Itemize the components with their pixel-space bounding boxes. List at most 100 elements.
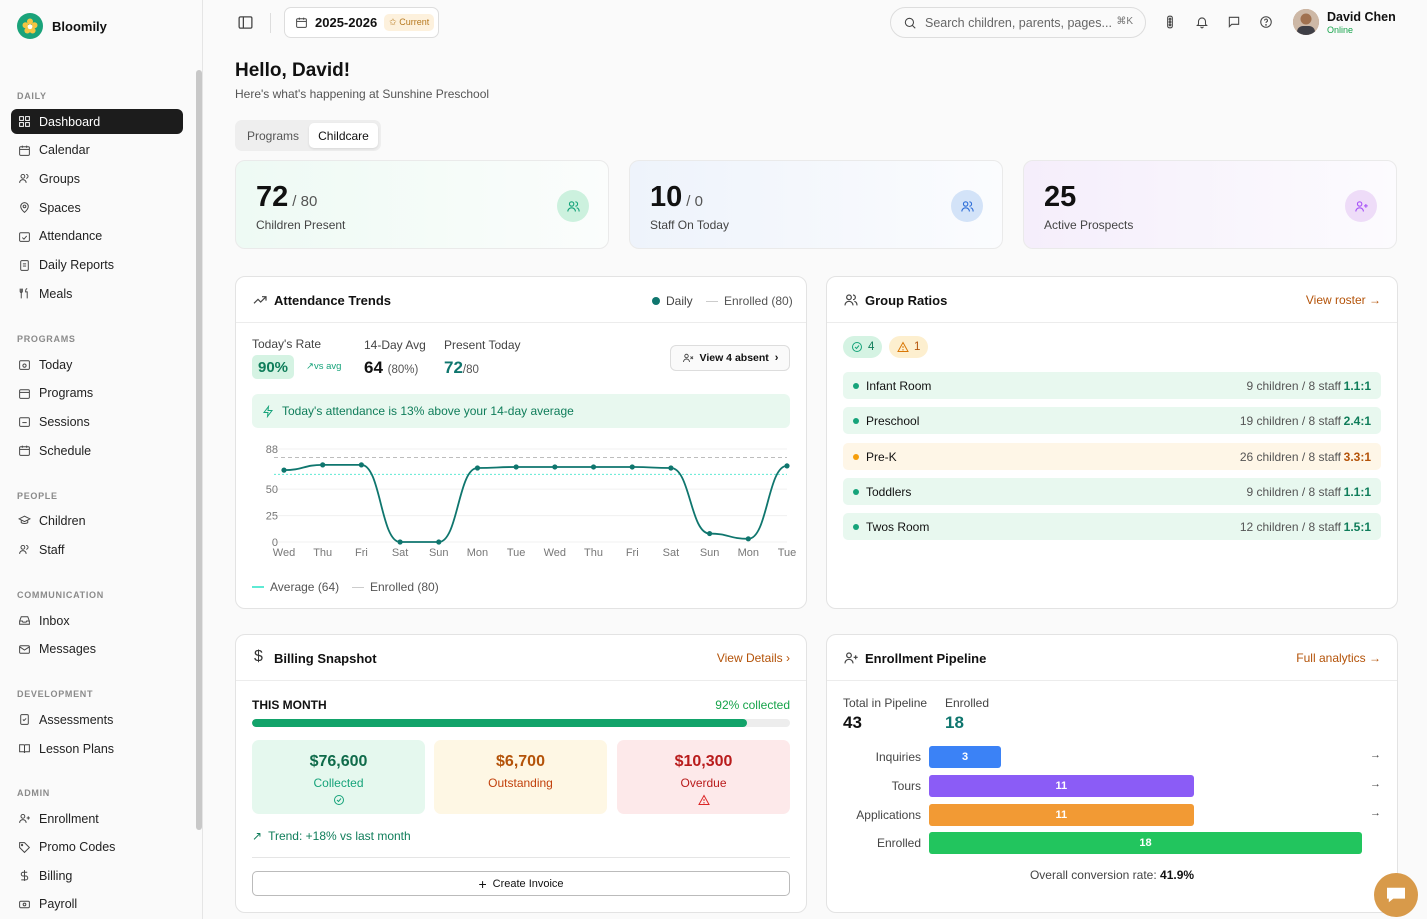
billing-snapshot-card: $ Billing Snapshot View Details › THIS M… [235,634,807,913]
data-point [707,530,713,537]
tab-childcare[interactable]: Childcare [309,123,378,148]
school-year-selector[interactable]: 2025-2026 ✩ Current [284,7,439,38]
staff-on-today-card[interactable]: 10/ 0 Staff On Today [629,160,1003,249]
tab-programs[interactable]: Programs [246,128,299,143]
full-analytics-link[interactable]: Full analytics → [1296,651,1381,665]
sidebar-item-programs[interactable]: Programs [11,381,183,406]
sidebar-item-meals[interactable]: Meals [11,281,183,306]
stage-bar[interactable]: 18 [929,832,1362,854]
sidebar-item-today[interactable]: Today [11,352,183,377]
status-dot [853,453,859,460]
group-row[interactable]: Infant Room 9 children / 8 staff 1.1:1 [843,372,1381,399]
data-point [629,464,635,470]
help-icon[interactable] [1259,15,1273,29]
group-row[interactable]: Toddlers 9 children / 8 staff 1.1:1 [843,478,1381,505]
status-dot [853,417,859,424]
stage-bar[interactable]: 11 [929,775,1194,797]
sidebar-section-daily: DAILY [17,91,47,101]
card-title: Billing Snapshot [274,651,377,666]
sidebar-item-schedule[interactable]: Schedule [11,438,183,463]
stage-bar[interactable]: 3 [929,746,1002,768]
stage-label: Applications [856,808,921,822]
collected-tile[interactable]: $76,600 Collected [252,740,425,814]
data-point [590,464,597,470]
view-roster-link[interactable]: View roster → [1305,293,1381,307]
sidebar-item-inbox[interactable]: Inbox [11,608,183,633]
arrow-right-icon[interactable]: → [1370,807,1381,819]
bell-icon[interactable] [1195,15,1209,29]
page-title: Hello, David! [235,60,351,81]
sidebar-item-calendar[interactable]: Calendar [11,138,183,163]
group-row[interactable]: Twos Room 12 children / 8 staff 1.5:1 [843,513,1381,540]
sessions-icon [19,417,30,427]
sidebar-section-programs: PROGRAMS [17,334,76,344]
sidebar-toggle-icon[interactable] [237,14,254,31]
check-circle-icon [333,795,344,805]
schedule-icon [19,445,30,456]
data-point [358,462,364,468]
legend-enrolled: Enrolled (80) [706,294,793,308]
arrow-right-icon[interactable]: → [1370,749,1381,761]
create-invoice-button[interactable]: + Create Invoice [252,871,790,896]
sidebar-item-label: Groups [39,171,80,186]
sidebar-item-payroll[interactable]: Payroll [11,892,183,917]
sidebar-item-label: Staff [39,542,65,557]
view-tabs: Programs Childcare [235,120,381,151]
lesson-plans-icon [19,744,30,753]
sidebar-item-assessments[interactable]: Assessments [11,707,183,732]
present-value: 72 [444,358,463,377]
outstanding-tile[interactable]: $6,700 Outstanding [434,740,607,814]
zap-icon [263,404,273,418]
x-tick-label: Fri [626,547,639,559]
attendance-trends-card: Attendance Trends Daily Enrolled (80) To… [235,276,807,609]
children-present-card[interactable]: 72/ 80 Children Present [235,160,609,249]
stage-bar[interactable]: 11 [929,804,1194,826]
today-icon [19,360,30,370]
sidebar-item-daily-reports[interactable]: Daily Reports [11,253,183,278]
group-row[interactable]: Pre-K 26 children / 8 staff 3.3:1 [843,443,1381,470]
sidebar-item-lesson-plans[interactable]: Lesson Plans [11,736,183,761]
group-counts: 12 children / 8 staff [1239,519,1341,534]
sidebar-item-attendance[interactable]: Attendance [11,224,183,249]
user-name[interactable]: David Chen [1327,10,1396,24]
sidebar-scrollbar[interactable] [196,70,202,830]
search-input[interactable]: Search children, parents, pages... ⌘K [890,7,1146,38]
attendance-line-chart: 0 25 50 88 Wed Thu Fri Sat Sun Mon Tue Wed Thu Fri Sat… [266,444,797,559]
sidebar-item-sessions[interactable]: Sessions [11,409,183,434]
stat-total: / 0 [686,193,703,210]
divider [270,13,271,33]
sidebar-item-enrollment[interactable]: Enrollment [11,806,183,831]
active-prospects-card[interactable]: 25 Active Prospects [1023,160,1397,249]
y-tick-label: 25 [266,511,278,523]
sidebar-item-staff[interactable]: Staff [11,537,183,562]
user-avatar[interactable] [1293,9,1319,35]
group-name: Toddlers [866,484,912,499]
sidebar-item-promo-codes[interactable]: Promo Codes [11,835,183,860]
daily-series-line [283,463,788,543]
sidebar-item-dashboard[interactable]: Dashboard [11,109,183,134]
sidebar-item-label: Assessments [39,712,114,727]
group-ratios-card: Group Ratios View roster → 4 1 Infant Ro… [826,276,1398,609]
sidebar-item-label: Attendance [39,229,103,243]
view-absent-button[interactable]: View 4 absent › [670,345,790,371]
sidebar-item-groups[interactable]: Groups [11,166,183,191]
overdue-tile[interactable]: $10,300 Overdue [617,740,790,814]
current-badge: ✩ Current [384,14,435,31]
group-name: Infant Room [866,378,932,393]
message-icon[interactable] [1227,15,1241,29]
group-row[interactable]: Preschool 19 children / 8 staff 2.4:1 [843,407,1381,434]
sidebar-item-messages[interactable]: Messages [11,637,183,662]
sidebar-item-spaces[interactable]: Spaces [11,195,183,220]
sidebar-item-label: Payroll [39,897,78,911]
present-total: /80 [462,364,479,376]
sidebar-item-billing[interactable]: Billing [11,863,183,888]
sidebar-section-communication: COMMUNICATION [17,590,104,600]
group-ratio: 1.1:1 [1343,484,1371,499]
sidebar-item-children[interactable]: Children [11,508,183,533]
chat-launcher-button[interactable] [1374,873,1418,917]
view-details-link[interactable]: View Details › [716,651,790,665]
arrow-right-icon[interactable]: → [1370,778,1381,790]
brand[interactable]: Bloomily [17,12,107,40]
data-point [745,536,751,542]
traffic-light-icon[interactable] [1163,15,1177,29]
